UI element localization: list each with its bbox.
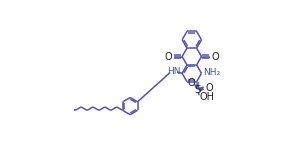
Text: O: O — [188, 78, 195, 88]
Text: NH₂: NH₂ — [203, 68, 220, 77]
Text: S: S — [194, 85, 201, 95]
Text: O: O — [212, 51, 219, 61]
Text: O: O — [206, 83, 213, 93]
Text: HN: HN — [167, 67, 180, 76]
Text: OH: OH — [200, 92, 215, 102]
Text: O: O — [164, 51, 172, 61]
